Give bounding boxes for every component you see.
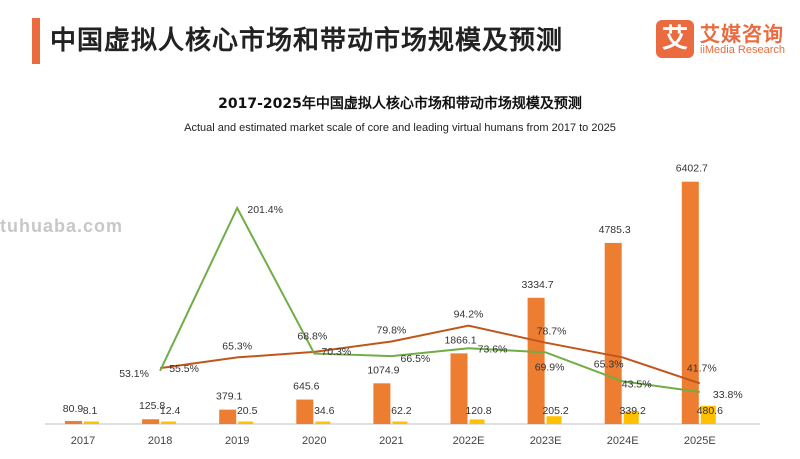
bar-label-core-market: 8.1 — [83, 405, 98, 417]
bar-label-leading-market: 6402.7 — [676, 163, 708, 175]
title-accent-bar — [32, 18, 40, 64]
x-tick-label: 2018 — [148, 435, 172, 447]
bar-core-market — [392, 421, 408, 424]
bar-label-leading-market: 1074.9 — [367, 364, 399, 376]
line-label-leading-growth: 55.5% — [169, 363, 199, 375]
line-label-core-growth: 53.1% — [119, 368, 149, 380]
bar-core-market — [238, 421, 254, 424]
line-label-leading-growth: 79.8% — [377, 324, 407, 336]
bar-label-leading-market: 125.8 — [139, 400, 165, 412]
bar-label-leading-market: 645.6 — [293, 381, 319, 393]
x-tick-label: 2022E — [453, 435, 485, 447]
x-tick-label: 2017 — [71, 435, 95, 447]
line-label-leading-growth: 94.2% — [454, 309, 484, 321]
x-tick-label: 2019 — [225, 435, 249, 447]
bar-label-leading-market: 379.1 — [216, 391, 242, 403]
bar-leading-market — [681, 181, 699, 424]
bar-label-core-market: 480.6 — [697, 405, 723, 417]
bar-leading-market — [373, 383, 391, 424]
line-core-growth — [159, 205, 700, 393]
bar-core-market — [546, 416, 562, 424]
line-label-leading-growth: 65.3% — [222, 340, 252, 352]
line-label-core-growth: 201.4% — [247, 204, 283, 216]
x-tick-label: 2020 — [302, 435, 326, 447]
plot-area: 2017 2018 2019 2020 2021 2022E 2023E 2024E 2025E… — [45, 163, 760, 447]
bar-core-market — [700, 405, 716, 424]
bar-label-core-market: 339.2 — [620, 405, 646, 417]
bar-label-core-market: 34.6 — [314, 405, 335, 417]
line-label-leading-growth: 41.7% — [687, 362, 717, 374]
chart-subtitle: Actual and estimated market scale of cor… — [184, 122, 616, 134]
line-label-leading-growth: 65.3% — [594, 358, 624, 370]
x-tick-label: 2023E — [530, 435, 562, 447]
bar-leading-market — [296, 399, 314, 424]
x-tick-label: 2024E — [607, 435, 639, 447]
bar-core-market — [623, 411, 639, 424]
bar-core-market — [315, 421, 331, 424]
line-label-leading-growth: 70.3% — [321, 346, 351, 358]
bar-label-leading-market: 3334.7 — [522, 279, 554, 291]
line-label-core-growth: 33.8% — [713, 389, 743, 401]
watermark: tuhuaba.com — [0, 216, 124, 236]
bar-label-leading-market: 80.9 — [63, 403, 84, 415]
x-tick-label: 2021 — [379, 435, 403, 447]
line-label-core-growth: 43.5% — [622, 378, 652, 390]
bar-leading-market — [219, 409, 237, 424]
line-label-core-growth: 73.6% — [478, 343, 508, 355]
x-tick-label: 2025E — [684, 435, 716, 447]
logo-icon: 艾 — [656, 20, 694, 58]
chart-title: 2017-2025年中国虚拟人核心市场和带动市场规模及预测 — [218, 95, 582, 112]
brand-logo: 艾 艾媒咨询 iiMedia Research — [656, 18, 796, 64]
bar-core-market — [161, 421, 177, 424]
line-label-core-growth: 66.5% — [401, 353, 431, 365]
bar-core-market — [469, 419, 485, 424]
logo-chinese-name: 艾媒咨询 — [700, 22, 784, 46]
bar-label-core-market: 205.2 — [542, 405, 568, 417]
page-title: 中国虚拟人核心市场和带动市场规模及预测 — [50, 26, 564, 56]
bar-leading-market — [450, 353, 468, 424]
bar-label-core-market: 12.4 — [160, 405, 181, 417]
bar-label-core-market: 20.5 — [237, 405, 258, 417]
bar-core-market — [84, 421, 99, 424]
bar-leading-market — [527, 297, 545, 424]
bar-label-core-market: 120.8 — [465, 405, 491, 417]
bar-leading-market — [65, 420, 82, 424]
bar-leading-market — [604, 242, 622, 424]
line-label-core-growth: 69.9% — [535, 361, 565, 373]
line-label-core-growth: 68.8% — [297, 331, 327, 343]
line-label-leading-growth: 78.7% — [537, 326, 567, 338]
bar-leading-market — [142, 419, 160, 424]
bar-label-core-market: 62.2 — [391, 405, 412, 417]
bar-label-leading-market: 4785.3 — [599, 224, 631, 236]
bar-label-leading-market: 1866.1 — [444, 334, 476, 346]
line-leading-growth — [159, 324, 701, 385]
logo-english-name: iiMedia Research — [700, 44, 785, 56]
